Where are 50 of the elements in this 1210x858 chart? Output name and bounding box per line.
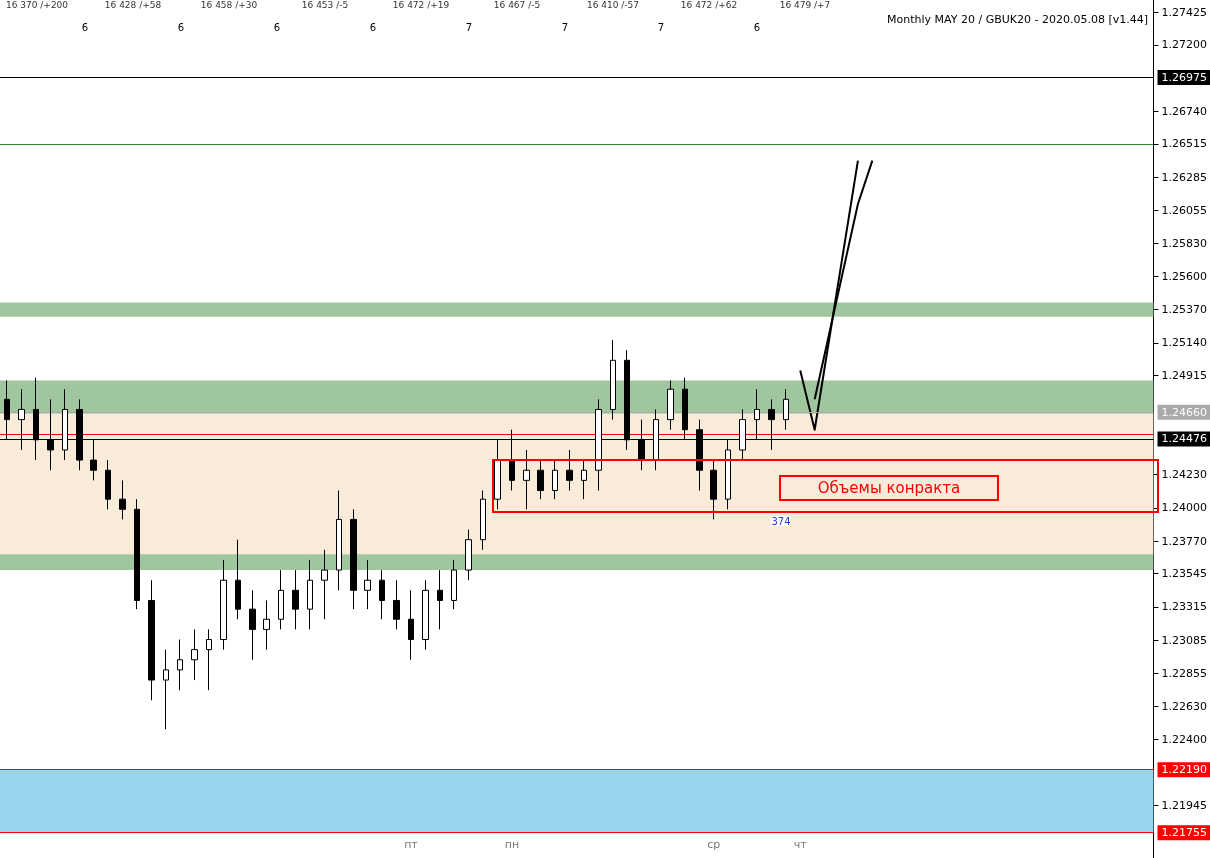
y-tick-label: 1.21945	[1161, 798, 1208, 812]
y-tick-label: 1.25140	[1161, 336, 1208, 350]
y-tick-label: 1.22855	[1161, 667, 1208, 681]
y-tick-label: 1.22630	[1161, 699, 1208, 713]
annotation: 7	[657, 21, 665, 33]
annotation: 6	[177, 21, 185, 33]
ref-line-label: 1.26975	[1161, 70, 1208, 84]
annotation: 6	[273, 21, 281, 33]
ref-line-label: 1.24476	[1161, 432, 1208, 446]
annotation: 16 467 /-5	[493, 0, 541, 10]
y-tick-label: 1.24230	[1161, 468, 1208, 482]
y-tick-label: 1.25370	[1161, 303, 1208, 317]
text: Monthly MAY 20 / GBUK20 - 2020.05.08 [v1.44]	[887, 13, 1149, 26]
annotation: 6	[753, 21, 761, 33]
x-tick-label: чт	[793, 838, 808, 851]
annotation: Объемы конракта	[817, 479, 961, 497]
x-tick-label: пн	[504, 838, 520, 851]
y-tick-label: 1.26740	[1161, 104, 1208, 118]
y-tick-label: 1.23545	[1161, 567, 1208, 581]
annotation: 16 428 /+58	[104, 0, 162, 10]
x-tick-label: пт	[404, 838, 419, 851]
y-tick-label: 1.27200	[1161, 38, 1208, 52]
y-tick-label: 1.24915	[1161, 368, 1208, 382]
annotation: 16 453 /-5	[301, 0, 349, 10]
annotation: 7	[465, 21, 473, 33]
annotation: 6	[81, 21, 89, 33]
y-tick-label: 1.22400	[1161, 732, 1208, 746]
y-tick-label: 1.23315	[1161, 600, 1208, 614]
y-tick-label: 1.23085	[1161, 633, 1208, 647]
annotation: 6	[369, 21, 377, 33]
annotation: 16 458 /+30	[200, 0, 258, 10]
annotation: 374	[771, 515, 791, 527]
annotation: 7	[561, 21, 569, 33]
annotation: 16 472 /+62	[680, 0, 738, 10]
y-tick-label: 1.25830	[1161, 236, 1208, 250]
y-tick-label: 1.24000	[1161, 501, 1208, 515]
ref-line-label: 1.21755	[1161, 826, 1208, 840]
ref-line-label: 1.24660	[1161, 405, 1208, 419]
y-tick-label: 1.23770	[1161, 534, 1208, 548]
x-tick-label: ср	[707, 838, 721, 851]
annotation: 16 370 /+200	[5, 0, 69, 10]
annotation: 16 479 /+7	[779, 0, 831, 10]
y-tick-label: 1.26285	[1161, 170, 1208, 184]
y-tick-label: 1.26515	[1161, 137, 1208, 151]
annotation: 16 472 /+19	[392, 0, 450, 10]
y-tick-label: 1.25600	[1161, 269, 1208, 283]
y-tick-label: 1.27425	[1161, 5, 1208, 19]
annotation: 16 410 /-57	[586, 0, 640, 10]
ref-line-label: 1.22190	[1161, 763, 1208, 777]
y-tick-label: 1.26055	[1161, 204, 1208, 218]
